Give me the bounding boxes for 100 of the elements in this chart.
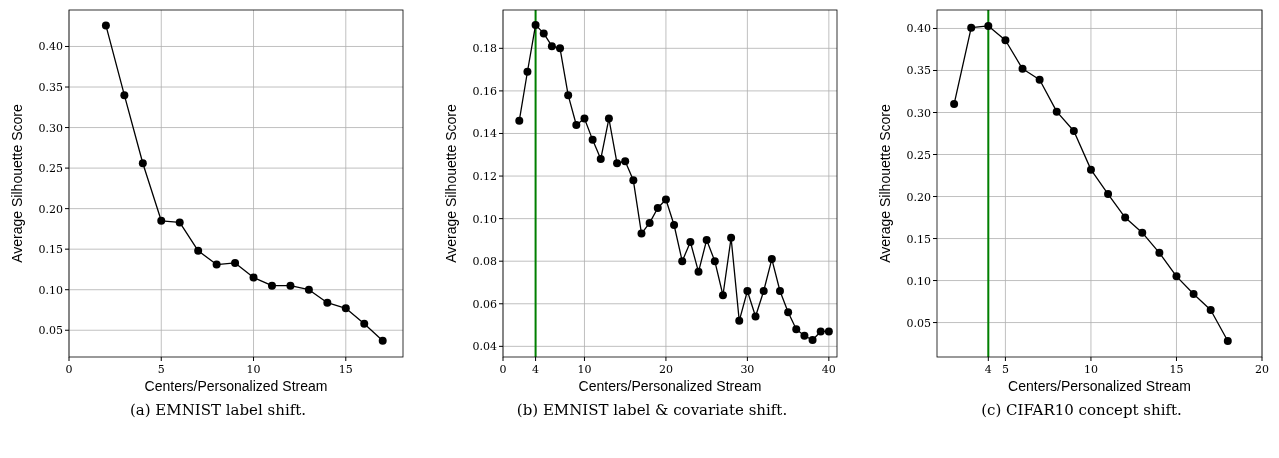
point: [212, 260, 221, 269]
point: [1035, 75, 1044, 84]
point: [629, 176, 638, 185]
point: [800, 331, 809, 340]
point: [1086, 165, 1095, 174]
y-tick-label: 0.35: [38, 81, 63, 95]
y-tick-label: 0.30: [38, 121, 63, 135]
point: [808, 335, 817, 344]
point: [702, 235, 711, 244]
x-tick-label: 0: [499, 363, 507, 376]
point: [138, 159, 147, 168]
point: [547, 42, 556, 51]
y-tick-label: 0.08: [472, 255, 497, 269]
point: [710, 257, 719, 266]
point: [572, 120, 581, 129]
point: [604, 114, 613, 123]
point: [360, 319, 369, 328]
point: [1189, 289, 1198, 298]
point: [775, 287, 784, 296]
point: [950, 100, 959, 109]
point: [286, 281, 295, 290]
y-tick-label: 0.06: [472, 297, 497, 311]
point: [580, 114, 589, 123]
point: [1069, 126, 1078, 135]
x-axis-title: Centers/Personalized Stream: [578, 378, 762, 394]
y-tick-label: 0.14: [472, 127, 497, 141]
point: [661, 195, 670, 204]
y-axis-title: Average Silhouette Score: [9, 104, 25, 263]
y-tick-label: 0.20: [906, 190, 931, 204]
x-tick-label: 10: [577, 363, 592, 376]
x-tick-label: 20: [1255, 363, 1269, 376]
point: [120, 91, 129, 100]
point: [637, 229, 646, 238]
point: [613, 159, 622, 168]
point: [816, 327, 825, 336]
x-tick-label: 15: [338, 363, 353, 376]
x-tick-label: 0: [65, 363, 73, 376]
y-tick-label: 0.10: [38, 283, 63, 297]
text: (a) EMNIST label shift.: [129, 401, 307, 419]
y-tick-label: 0.30: [906, 106, 931, 120]
point: [1104, 190, 1113, 198]
point: [523, 67, 532, 76]
x-tick-label: 5: [157, 363, 165, 376]
x-tick-label: 40: [821, 363, 836, 376]
point: [267, 281, 276, 290]
point: [1138, 228, 1147, 237]
point: [686, 238, 695, 247]
text: (c) CIFAR10 concept shift.: [981, 401, 1182, 419]
point: [157, 216, 166, 225]
point: [1052, 107, 1061, 116]
point: [1172, 272, 1181, 281]
x-tick-label: 5: [1001, 363, 1009, 376]
y-tick-label: 0.25: [906, 148, 931, 162]
point: [539, 29, 548, 38]
point: [678, 257, 687, 266]
point: [556, 44, 565, 53]
point: [175, 218, 184, 227]
point: [751, 312, 760, 321]
y-axis-title: Average Silhouette Score: [443, 104, 459, 263]
point: [824, 327, 833, 336]
point: [735, 316, 744, 325]
y-tick-label: 0.04: [472, 340, 497, 354]
point: [341, 304, 350, 313]
point: [784, 308, 793, 317]
y-axis-title: Average Silhouette Score: [877, 104, 893, 263]
point: [304, 285, 313, 294]
y-tick-label: 0.16: [472, 84, 497, 98]
x-axis-title: Centers/Personalized Stream: [1008, 378, 1191, 394]
text: (b) EMNIST label & covariate shift.: [516, 401, 788, 419]
x-tick-label: 10: [246, 363, 261, 376]
point: [323, 298, 332, 307]
point: [564, 91, 573, 100]
point: [101, 21, 110, 30]
point: [694, 267, 703, 276]
point: [194, 246, 203, 255]
point: [231, 258, 240, 267]
y-tick-label: 0.10: [906, 274, 931, 288]
point: [621, 157, 630, 166]
point: [792, 325, 801, 334]
x-tick-label: 4: [984, 363, 992, 376]
x-tick-label: 10: [1083, 363, 1098, 376]
point: [1155, 248, 1164, 257]
y-tick-label: 0.05: [906, 316, 931, 330]
point: [645, 218, 654, 227]
point: [1223, 337, 1232, 346]
point: [718, 291, 727, 300]
x-axis-title: Centers/Personalized Stream: [144, 378, 328, 394]
x-tick-label: 30: [740, 363, 755, 376]
y-tick-label: 0.35: [906, 64, 931, 78]
point: [1206, 305, 1215, 314]
y-tick-label: 0.18: [472, 42, 497, 56]
point: [249, 273, 258, 282]
y-tick-label: 0.15: [38, 243, 63, 257]
y-tick-label: 0.20: [38, 202, 63, 216]
point: [759, 287, 768, 296]
y-tick-label: 0.10: [472, 212, 497, 226]
x-tick-label: 20: [658, 363, 673, 376]
y-tick-label: 0.40: [906, 22, 931, 36]
point: [1001, 36, 1010, 45]
point: [984, 21, 993, 30]
